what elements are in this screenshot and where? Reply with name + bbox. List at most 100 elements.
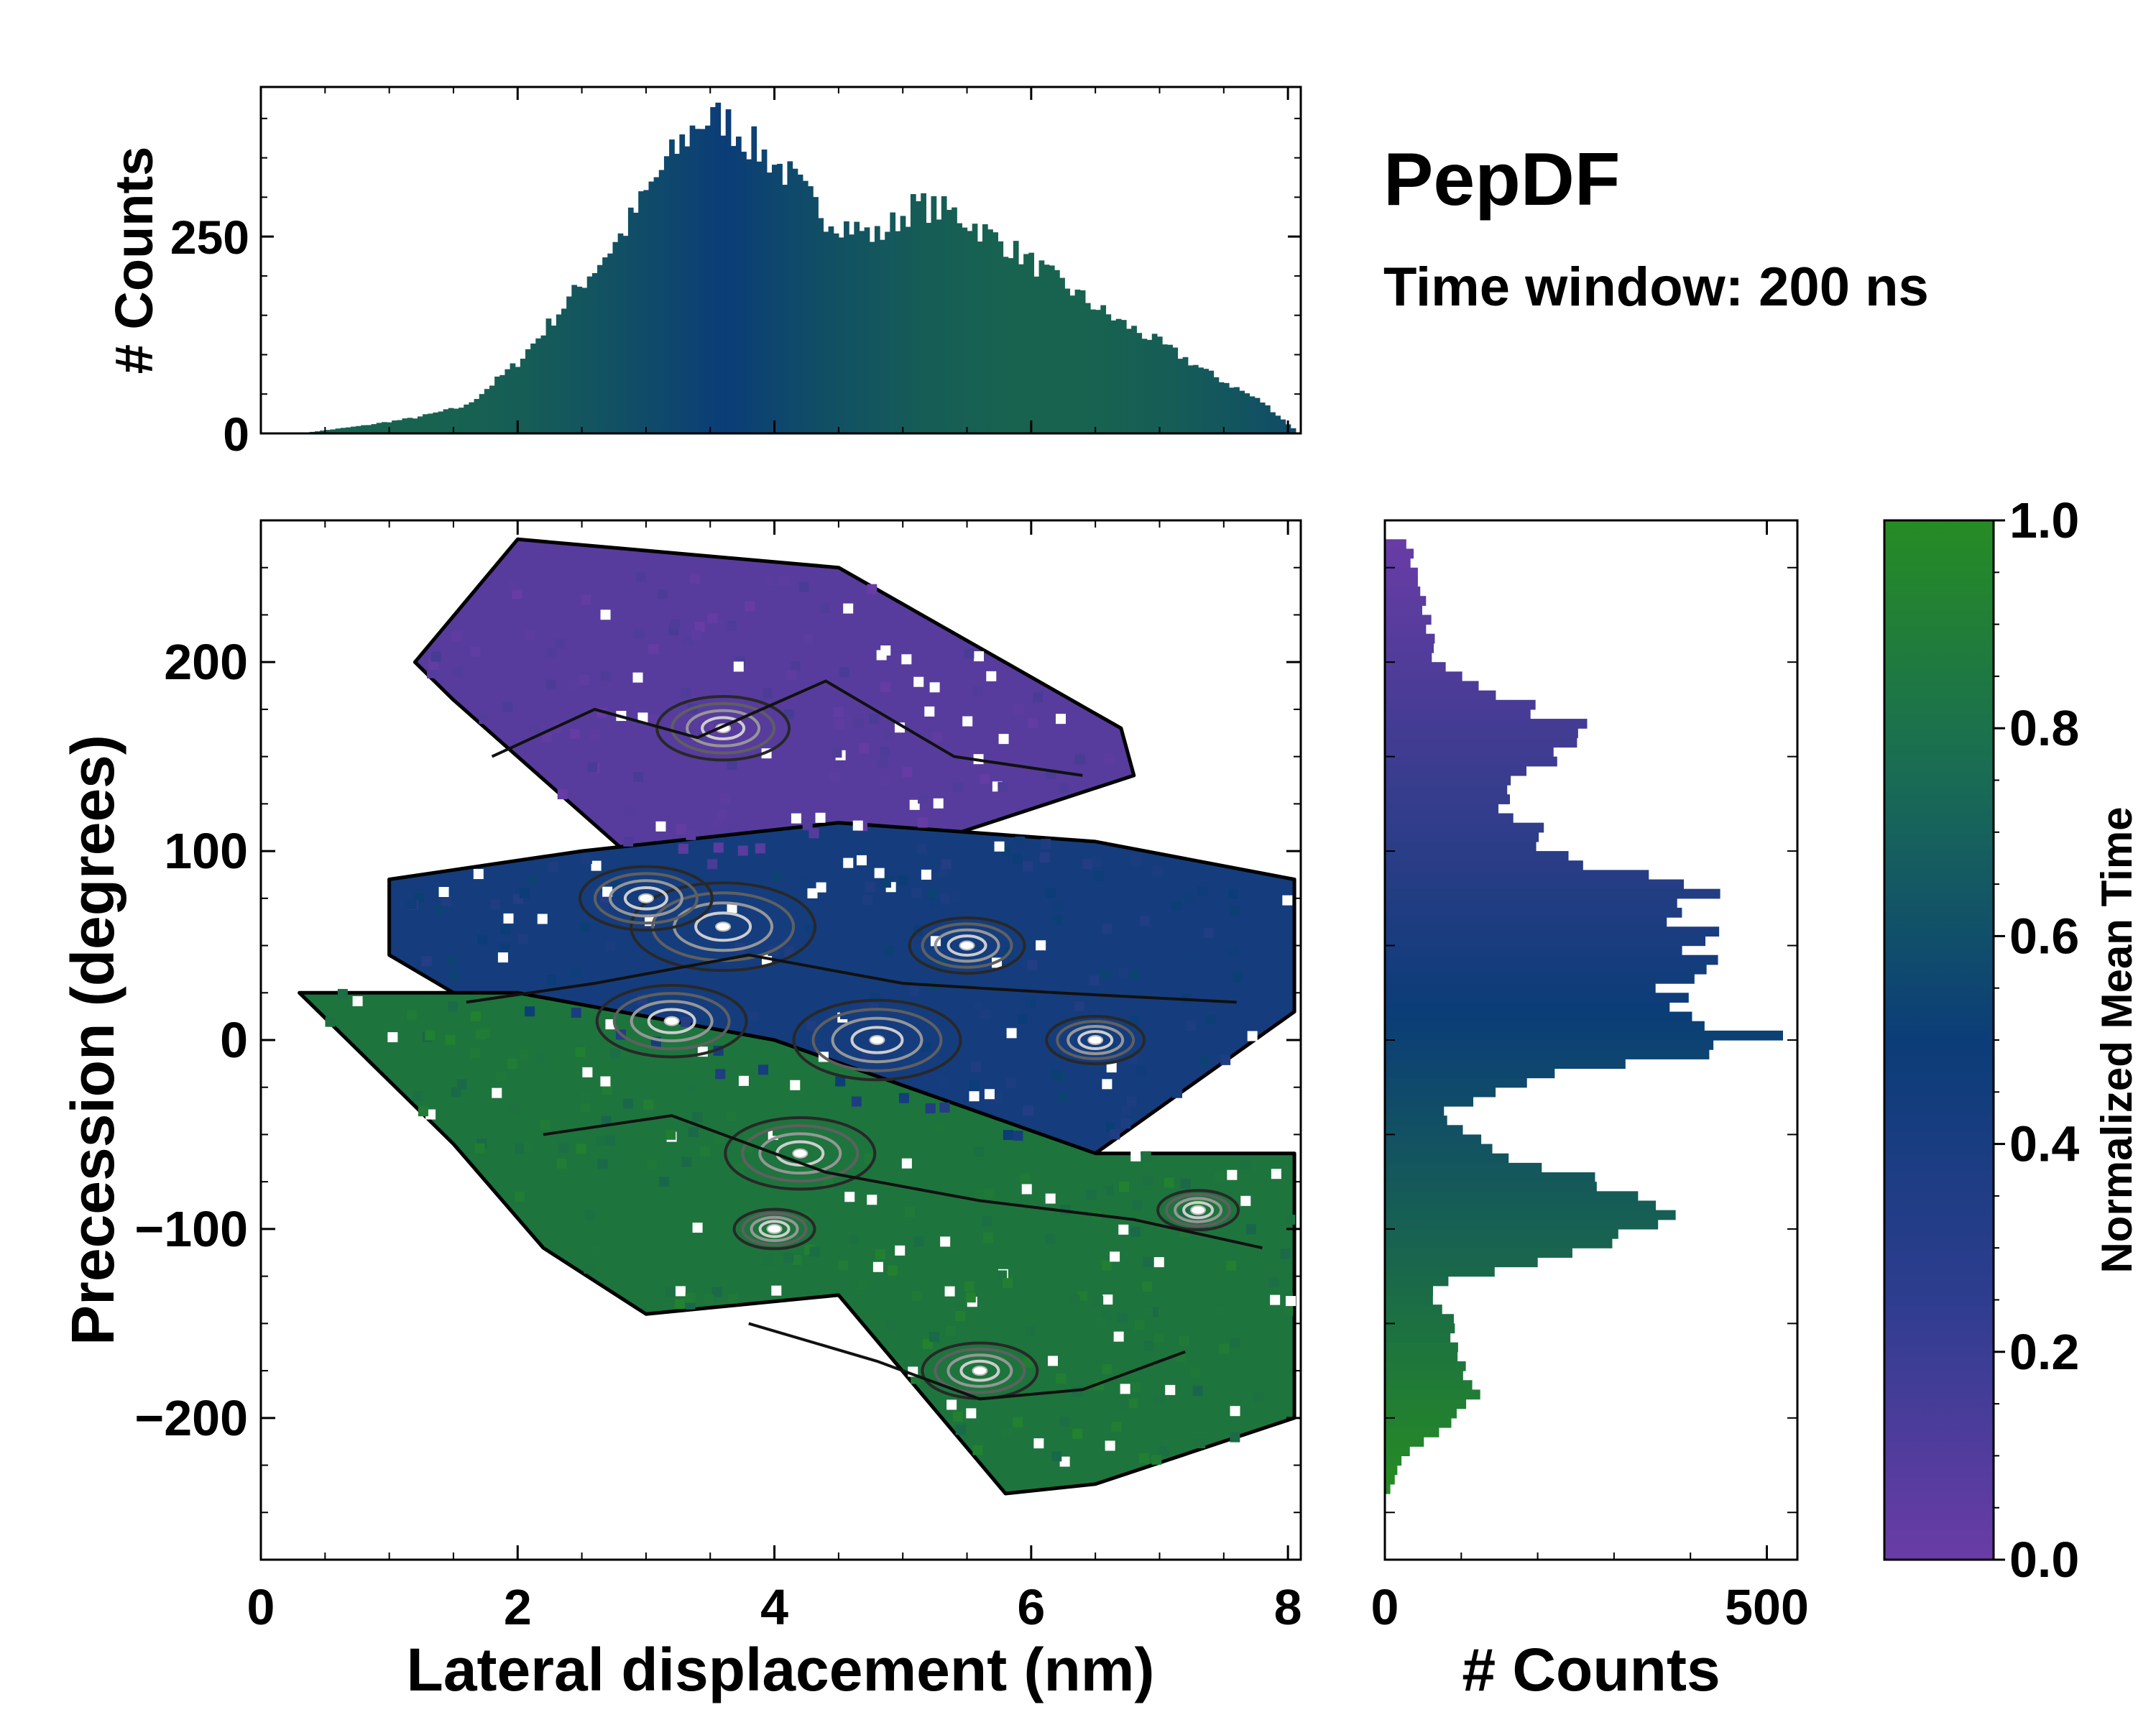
- top-histogram-bar: [1208, 370, 1215, 433]
- top-histogram-bar: [669, 139, 675, 433]
- density-cell: [946, 1399, 957, 1410]
- density-cell: [1091, 857, 1102, 868]
- density-contour: [578, 865, 714, 932]
- density-cell: [575, 1046, 586, 1057]
- top-histogram-bar: [1054, 270, 1060, 433]
- top-histogram-bar: [1182, 356, 1189, 433]
- density-cell: [755, 843, 765, 854]
- right-histogram-bar: [1385, 888, 1720, 899]
- density-cell: [545, 679, 556, 690]
- density-cell: [624, 806, 635, 816]
- density-cell: [964, 1282, 975, 1292]
- top-histogram-bar: [813, 197, 819, 433]
- density-cell: [1130, 1381, 1141, 1392]
- right-histogram-bar: [1385, 1408, 1457, 1419]
- top-histogram-bar: [1044, 264, 1050, 433]
- top-histogram-bar: [1187, 365, 1194, 433]
- density-cell: [869, 768, 880, 779]
- top-histogram-bar: [515, 367, 521, 433]
- density-cell: [717, 809, 727, 819]
- density-cell: [1186, 1021, 1197, 1031]
- right-histogram-bar: [1385, 1437, 1424, 1447]
- density-cell: [581, 854, 592, 865]
- top-histogram-bar: [802, 180, 808, 433]
- top-histogram-bar: [607, 253, 614, 433]
- right-histogram-bar: [1385, 1125, 1463, 1136]
- top-histogram-bar: [910, 194, 916, 433]
- right-xtick-label: 0: [1371, 1579, 1399, 1635]
- density-cell: [596, 1136, 607, 1146]
- density-cell: [802, 820, 813, 831]
- density-contour: [758, 1132, 842, 1175]
- density-contour-line: [748, 1322, 1186, 1401]
- density-cell: [699, 1014, 710, 1025]
- density-cell: [1230, 1406, 1240, 1417]
- main-xtick-label: 6: [1017, 1579, 1045, 1635]
- right-histogram-bar: [1385, 1087, 1496, 1098]
- top-histogram-bar: [443, 409, 449, 433]
- density-cell: [1033, 1438, 1044, 1449]
- main-ytick-label: 100: [164, 823, 248, 879]
- right-histogram-bar: [1385, 851, 1569, 861]
- colorbar-tick-label: 1.0: [2009, 492, 2079, 548]
- top-histogram-bar: [489, 385, 495, 433]
- density-cell: [1271, 1169, 1281, 1179]
- density-cell: [519, 1049, 530, 1060]
- density-cell: [912, 1291, 923, 1302]
- colorbar-tick-label: 0.0: [2009, 1532, 2079, 1588]
- density-cell: [858, 1280, 869, 1291]
- right-histogram-bar: [1385, 1144, 1493, 1154]
- density-cell: [691, 630, 702, 640]
- top-histogram-bar: [967, 231, 973, 433]
- top-histogram-bar: [376, 423, 382, 433]
- top-histogram-bar: [525, 349, 531, 433]
- density-cell: [1199, 1054, 1210, 1065]
- density-cell: [1045, 1233, 1056, 1244]
- density-cell: [1245, 1224, 1256, 1235]
- density-cell: [602, 1085, 612, 1095]
- density-cell: [934, 1123, 944, 1133]
- density-cell: [1270, 1294, 1281, 1305]
- top-histogram-bar: [459, 408, 464, 433]
- colorbar-tick-label: 0.2: [2009, 1324, 2079, 1380]
- density-cell: [1057, 1092, 1068, 1103]
- density-cell: [809, 1246, 820, 1257]
- density-cell: [597, 1159, 608, 1169]
- top-histogram-bar: [761, 150, 768, 433]
- right-histogram-bar: [1385, 1323, 1455, 1334]
- top-ytick-label: 0: [223, 408, 249, 461]
- top-histogram-bar: [931, 196, 937, 433]
- density-cell: [938, 867, 949, 878]
- density-cell: [955, 1425, 966, 1435]
- density-cell: [1227, 1169, 1238, 1180]
- density-cell: [1121, 1105, 1132, 1116]
- density-cell: [1101, 1260, 1112, 1271]
- right-histogram-bar: [1385, 681, 1479, 691]
- main-xtick-label: 0: [247, 1579, 275, 1635]
- top-histogram-bar: [782, 185, 788, 433]
- density-cell: [1227, 946, 1238, 957]
- main-xtick-label: 2: [504, 1579, 532, 1635]
- density-cell: [940, 893, 951, 904]
- density-cell: [1192, 1386, 1203, 1397]
- density-cell: [933, 798, 944, 809]
- density-peak: [637, 893, 654, 903]
- density-cell: [879, 746, 890, 757]
- density-cell: [325, 1016, 336, 1027]
- density-cell: [885, 1320, 895, 1330]
- top-histogram-bar: [469, 402, 475, 433]
- right-histogram-bar: [1385, 662, 1446, 672]
- density-cell: [1132, 1200, 1143, 1210]
- right-histogram-bar: [1385, 756, 1557, 767]
- density-cell: [839, 667, 849, 678]
- density-cell: [413, 1090, 423, 1101]
- top-histogram-bar: [638, 191, 644, 433]
- density-cell: [523, 1142, 534, 1153]
- density-cell: [964, 648, 975, 659]
- density-contour: [741, 1212, 808, 1246]
- colorbar-tick-label: 0.4: [2009, 1116, 2079, 1172]
- density-cell: [1136, 1065, 1147, 1076]
- density-cell: [1089, 975, 1100, 985]
- density-cell: [738, 1075, 749, 1086]
- right-histogram-bar: [1385, 1484, 1391, 1494]
